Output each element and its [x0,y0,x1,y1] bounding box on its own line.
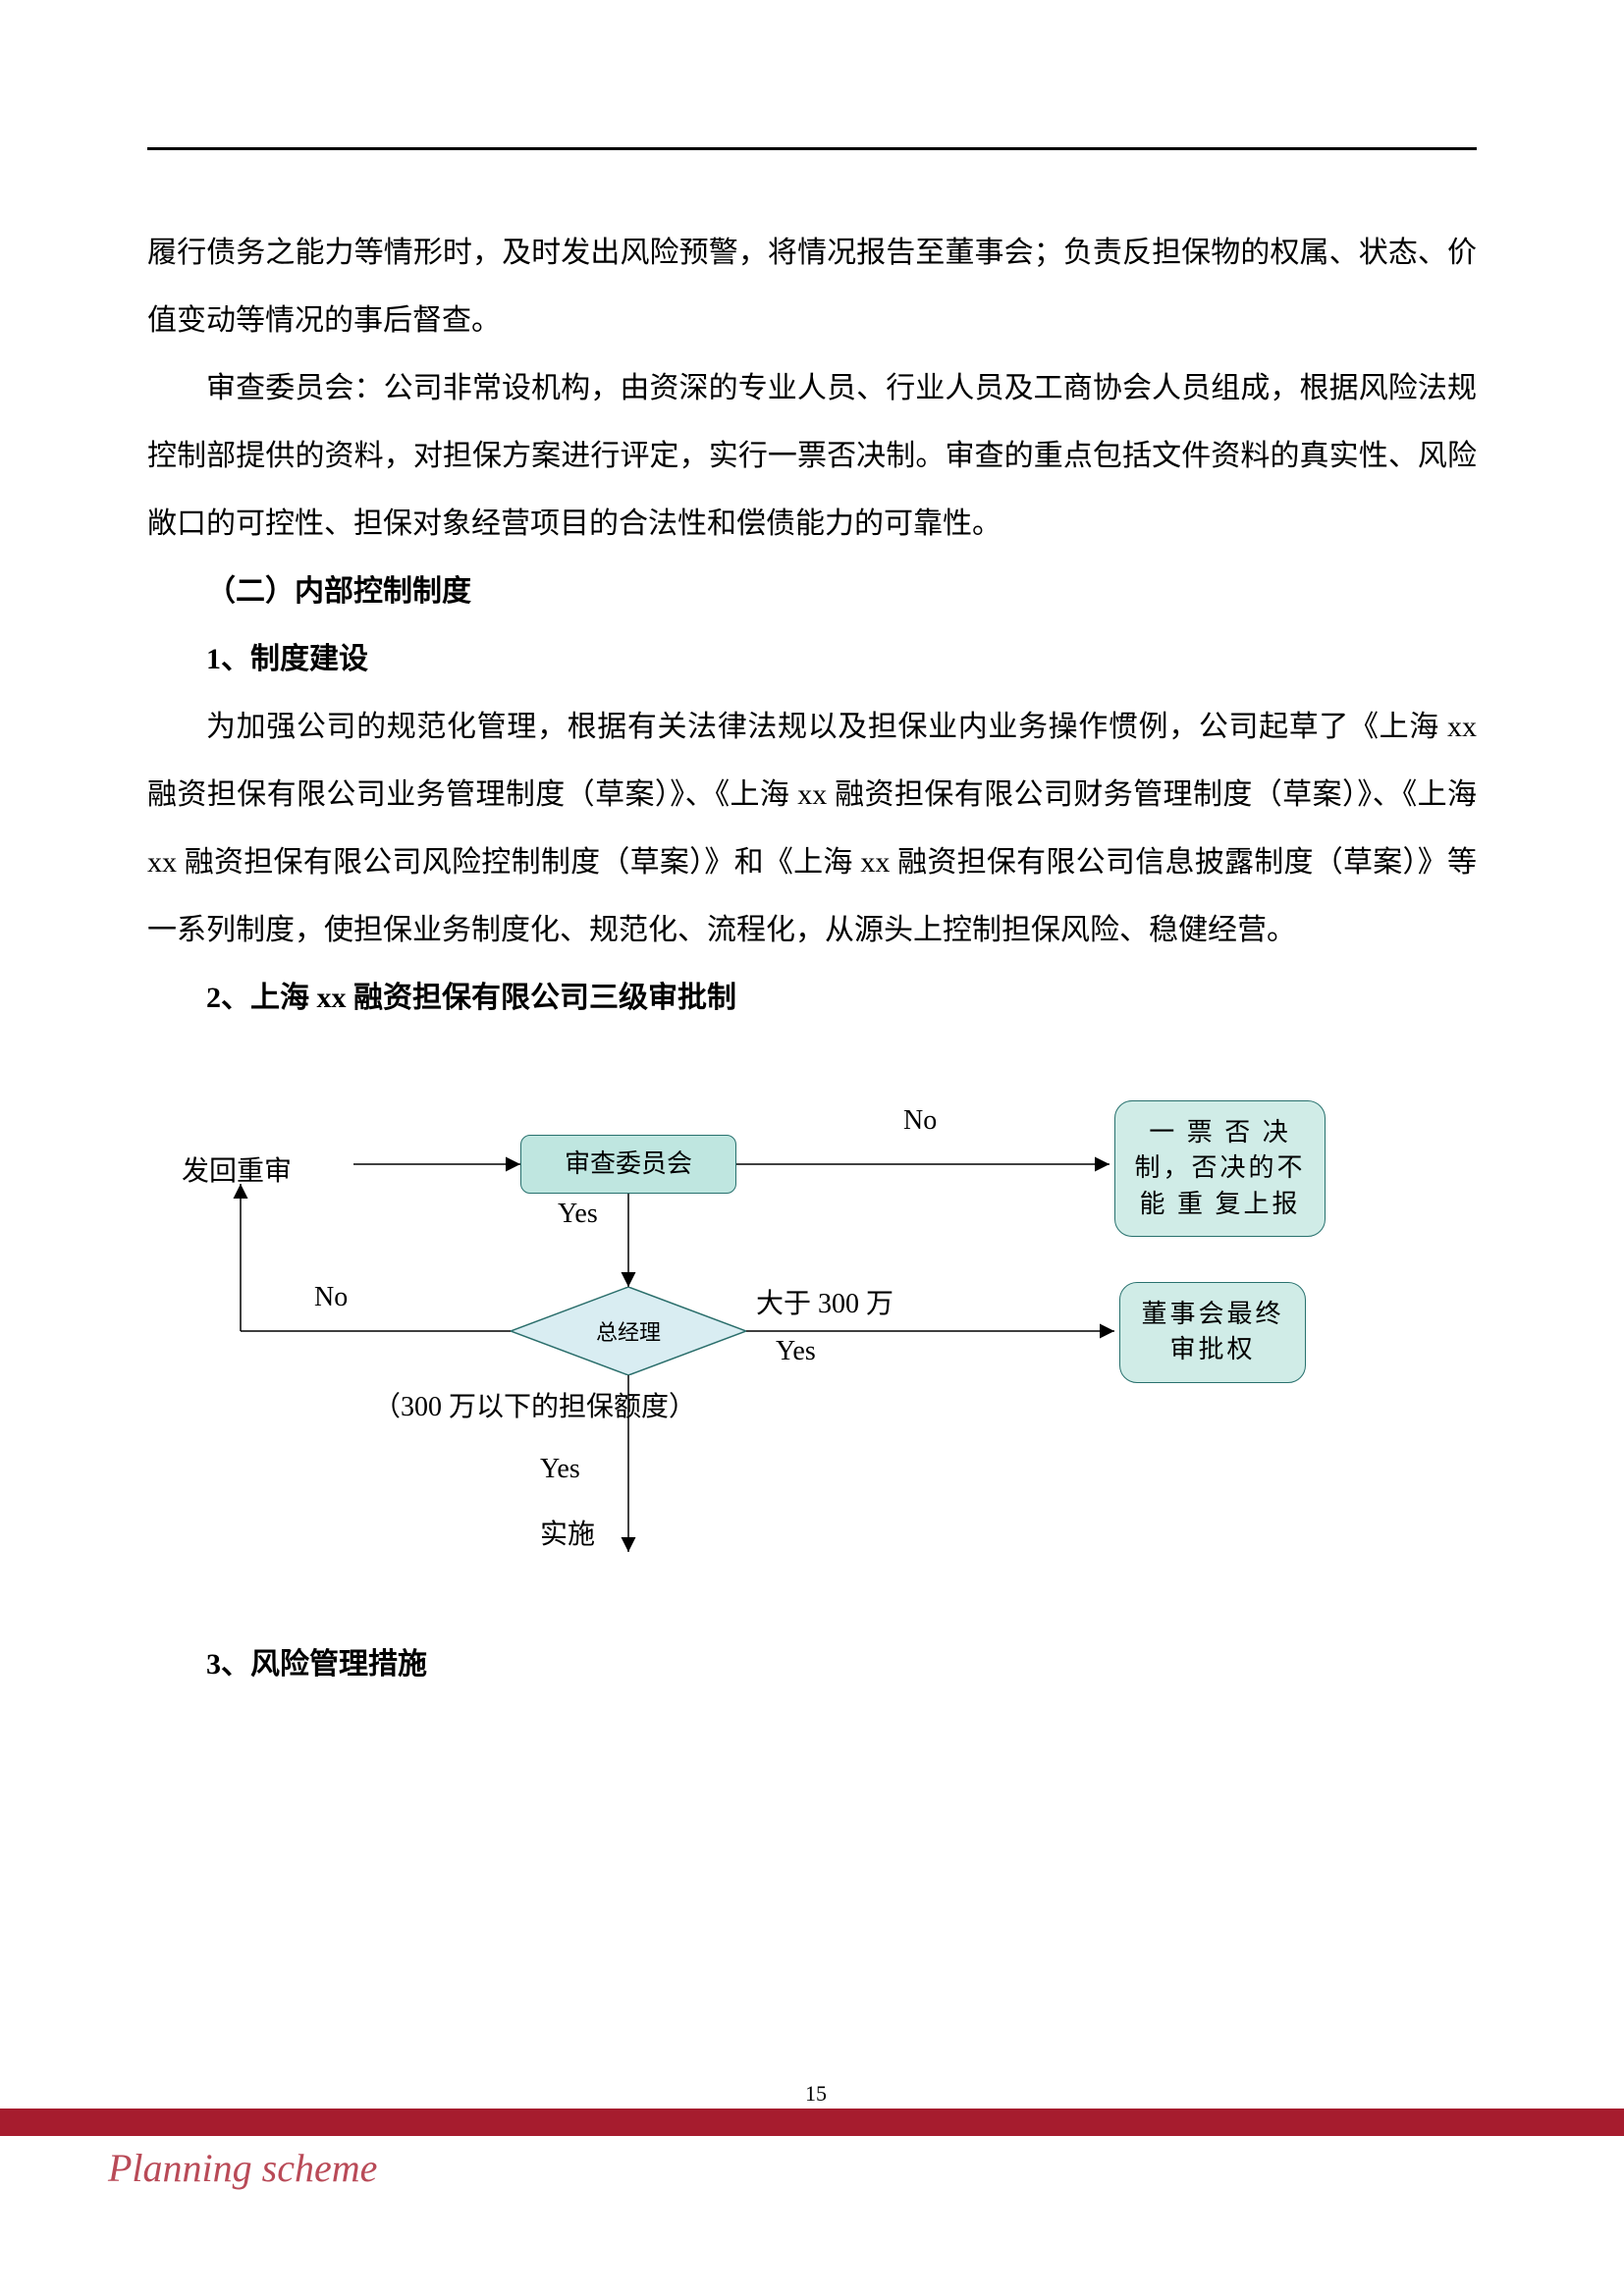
label-resubmit: 发回重审 [182,1149,292,1189]
label-impl: 实施 [540,1513,595,1552]
node-gm: 总经理 [511,1287,746,1375]
gm-text: 总经理 [596,1315,661,1347]
label-yes-right: Yes [776,1336,816,1367]
para-2: 审查委员会：公司非常设机构，由资深的专业人员、行业人员及工商协会人员组成，根据风… [147,354,1477,558]
label-yes-bottom: Yes [540,1454,580,1485]
top-rule [147,147,1477,150]
node-board: 董事会最终审批权 [1119,1282,1306,1383]
committee-text: 审查委员会 [565,1147,692,1182]
label-no-left: No [314,1282,348,1313]
label-gt300: 大于 300 万 [756,1282,893,1321]
label-limit: （300 万以下的担保额度） [373,1385,696,1424]
label-yes-down: Yes [558,1199,598,1230]
heading-3: 3、风险管理措施 [147,1630,1477,1698]
veto-text: 一 票 否 决制，否决的不 能 重 复上报 [1131,1115,1309,1222]
body-text-lower: 3、风险管理措施 [147,1630,1477,1698]
node-committee: 审查委员会 [520,1135,736,1194]
heading-section-2: （二）内部控制制度 [147,558,1477,625]
flowchart: 发回重审 审查委员会 No Yes 一 票 否 决制，否决的不 能 重 复上报 … [147,1091,1477,1630]
para-1: 履行债务之能力等情形时，及时发出风险预警，将情况报告至董事会；负责反担保物的权属… [147,219,1477,354]
page-number: 15 [805,2081,827,2107]
label-no-right: No [903,1105,937,1137]
footer-bar [0,2109,1624,2136]
node-veto: 一 票 否 决制，否决的不 能 重 复上报 [1114,1100,1326,1237]
footer-label: Planning scheme [108,2145,377,2191]
para-3: 为加强公司的规范化管理，根据有关法律法规以及担保业内业务操作惯例，公司起草了《上… [147,693,1477,964]
heading-2: 2、上海 xx 融资担保有限公司三级审批制 [147,964,1477,1032]
body-text: 履行债务之能力等情形时，及时发出风险预警，将情况报告至董事会；负责反担保物的权属… [147,219,1477,1032]
heading-1: 1、制度建设 [147,625,1477,693]
board-text: 董事会最终审批权 [1136,1297,1289,1368]
